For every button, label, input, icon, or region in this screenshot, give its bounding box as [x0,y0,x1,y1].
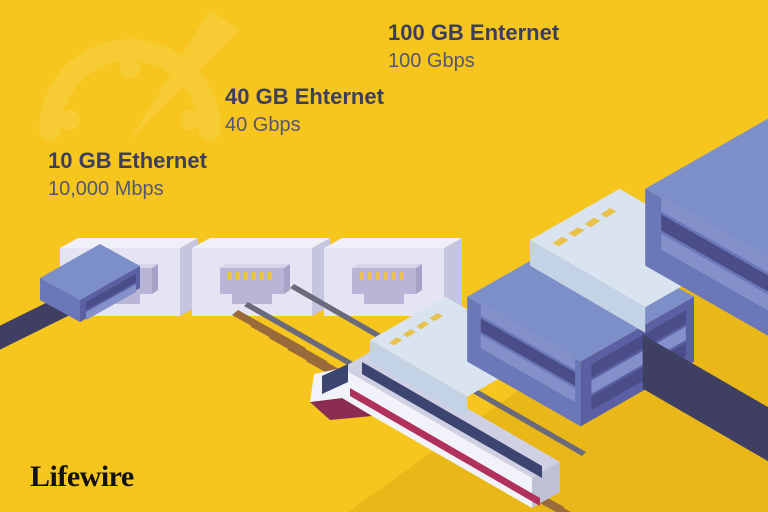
label-speed: 40 Gbps [225,114,384,137]
label-40gb: 40 GB Ehternet 40 Gbps [225,84,384,137]
cable-left [0,244,140,424]
ethernet-port-2 [192,238,330,316]
label-title: 100 GB Enternet [388,20,559,46]
ethernet-scene [0,0,768,512]
label-speed: 10,000 Mbps [48,178,207,201]
label-10gb: 10 GB Ethernet 10,000 Mbps [48,148,207,201]
label-speed: 100 Gbps [388,50,559,73]
label-100gb: 100 GB Enternet 100 Gbps [388,20,559,73]
label-title: 40 GB Ehternet [225,84,384,110]
label-title: 10 GB Ethernet [48,148,207,174]
brand-logo: Lifewire [30,460,134,494]
